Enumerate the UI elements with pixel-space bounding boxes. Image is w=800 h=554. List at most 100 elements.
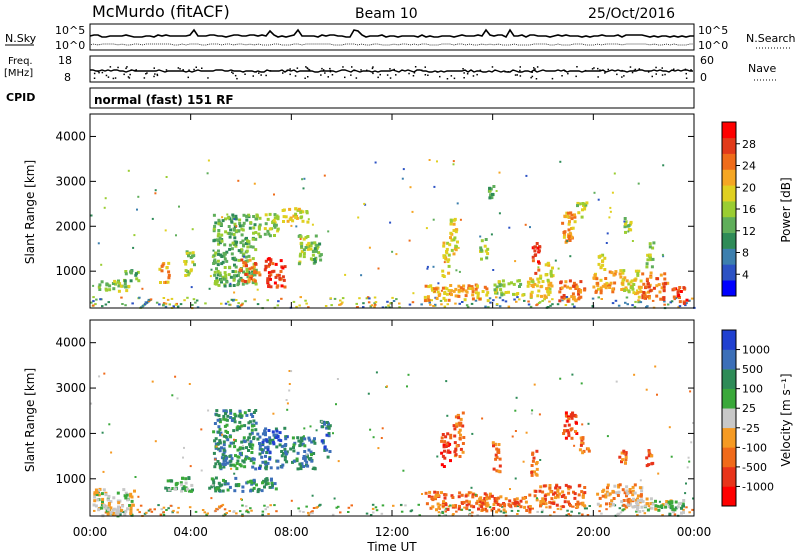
- velocity-colorbar-tick-label: -100: [742, 441, 767, 454]
- x-tick-label: 16:00: [475, 525, 510, 539]
- velocity-cell: [218, 427, 222, 431]
- velocity-cell: [215, 445, 218, 448]
- velocity-cell: [623, 461, 627, 465]
- nave-point: [308, 69, 311, 71]
- power-cell: [562, 294, 566, 297]
- velocity-cell: [229, 416, 233, 419]
- power-cell: [192, 298, 196, 301]
- velocity-cell: [258, 435, 262, 439]
- velocity-cell: [214, 489, 218, 493]
- velocity-cell: [311, 510, 314, 513]
- velocity-cell: [265, 439, 269, 443]
- velocity-cell: [535, 449, 539, 453]
- velocity-cell: [488, 492, 492, 496]
- velocity-cell: [270, 481, 274, 485]
- velocity-cell: [485, 501, 489, 505]
- power-cell: [369, 305, 372, 308]
- power-cell: [252, 226, 256, 230]
- power-cell: [545, 287, 549, 291]
- velocity-cell: [550, 501, 554, 505]
- power-cell: [124, 285, 128, 289]
- velocity-cell: [618, 507, 622, 510]
- power-cell: [228, 284, 232, 288]
- power-cell: [248, 226, 252, 230]
- power-cell: [596, 281, 600, 285]
- velocity-cell: [559, 505, 563, 508]
- power-cell: [233, 291, 236, 294]
- velocity-cell: [673, 513, 677, 516]
- velocity-cell: [169, 504, 173, 507]
- velocity-cell: [293, 441, 297, 445]
- velocity-cell: [242, 460, 246, 464]
- power-cell: [228, 235, 232, 239]
- velocity-cell: [218, 489, 221, 492]
- velocity-cell: [386, 385, 388, 388]
- velocity-cell: [234, 483, 238, 487]
- power-cell: [642, 293, 646, 297]
- power-cell: [223, 271, 227, 275]
- power-cell: [298, 260, 302, 264]
- power-cell: [249, 276, 253, 280]
- velocity-cell: [543, 497, 547, 501]
- nave-point: [530, 76, 532, 79]
- power-cell: [255, 217, 259, 221]
- power-cell: [233, 256, 237, 260]
- velocity-cell: [273, 482, 277, 486]
- power-cell: [208, 287, 211, 290]
- nave-point: [296, 67, 299, 69]
- power-cell: [637, 285, 641, 289]
- velocity-cell: [245, 510, 248, 513]
- velocity-cell: [268, 436, 272, 440]
- velocity-cell: [190, 483, 194, 487]
- velocity-cell: [305, 454, 309, 458]
- velocity-cell: [565, 419, 569, 423]
- power-cell: [257, 232, 261, 236]
- power-cell: [684, 304, 687, 307]
- power-cell: [242, 264, 246, 268]
- velocity-cell: [654, 507, 658, 511]
- velocity-cell: [106, 498, 110, 502]
- power-cell: [591, 305, 594, 308]
- x-tick-label: 08:00: [274, 525, 309, 539]
- power-cell: [507, 305, 511, 308]
- velocity-cell: [181, 487, 185, 491]
- velocity-cell: [577, 502, 581, 506]
- velocity-cell: [636, 513, 639, 516]
- power-cell: [495, 296, 498, 299]
- velocity-cell: [269, 466, 273, 470]
- power-cell: [664, 282, 668, 286]
- power-cell: [554, 259, 557, 262]
- nave-point: [145, 73, 147, 75]
- velocity-cell: [93, 491, 97, 495]
- velocity-cell: [162, 506, 166, 509]
- velocity-cell: [129, 506, 133, 510]
- nave-point: [476, 73, 478, 76]
- velocity-cell: [241, 513, 244, 516]
- velocity-cell: [467, 491, 471, 495]
- velocity-cell: [315, 429, 318, 432]
- power-cell: [570, 235, 574, 239]
- power-cell: [538, 245, 542, 249]
- velocity-cell: [566, 509, 569, 512]
- velocity-cell: [436, 494, 440, 497]
- velocity-cell: [483, 492, 487, 496]
- velocity-cell: [254, 421, 258, 425]
- power-cell: [257, 227, 261, 231]
- power-cell: [137, 195, 140, 198]
- velocity-cell: [218, 441, 222, 445]
- power-cell: [220, 302, 223, 305]
- velocity-cell: [222, 448, 226, 452]
- velocity-cell: [303, 458, 307, 462]
- velocity-cell: [625, 494, 628, 498]
- velocity-cell: [238, 426, 242, 430]
- velocity-cell: [277, 438, 281, 442]
- velocity-cell: [224, 412, 227, 415]
- power-cell: [685, 302, 688, 305]
- velocity-cell: [129, 492, 133, 496]
- power-cell: [252, 265, 256, 269]
- velocity-cell: [124, 491, 128, 495]
- velocity-cell: [631, 493, 635, 497]
- velocity-cell: [446, 441, 450, 445]
- power-cell: [237, 229, 241, 233]
- velocity-cell: [305, 453, 308, 456]
